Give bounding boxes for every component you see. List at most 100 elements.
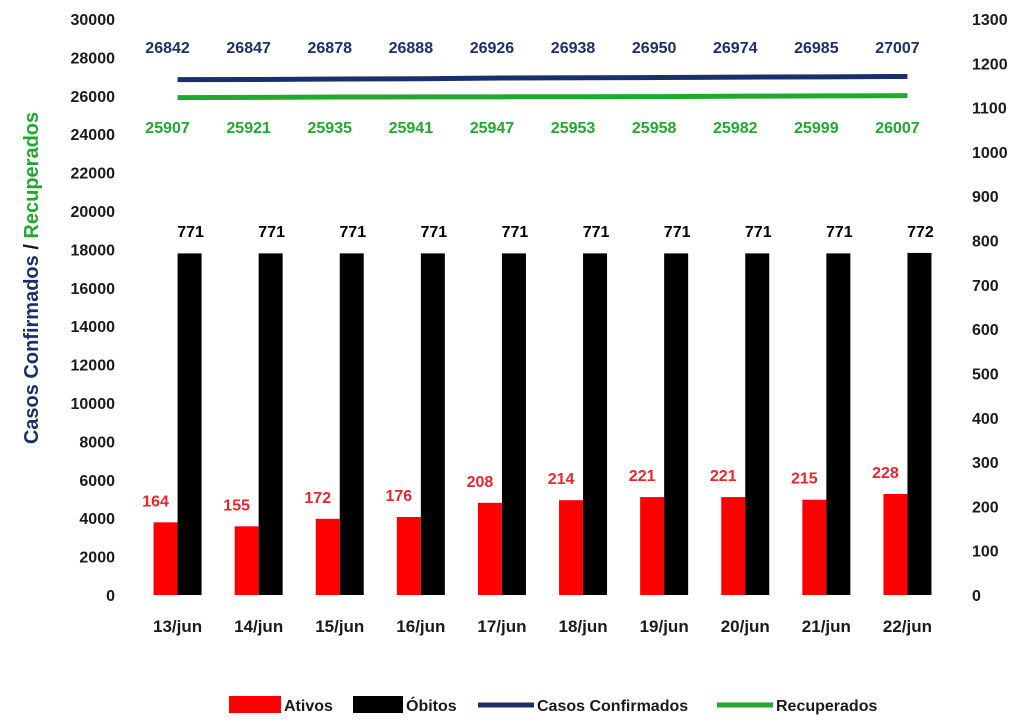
legend-swatch (353, 696, 403, 713)
data-labels: 164 155 172 176 208 214 221 221 215 228 771 771 771 7… (142, 40, 934, 514)
y2-tick-label: 900 (972, 189, 999, 206)
bar-ativos (234, 526, 259, 595)
y2-tick-label: 300 (972, 455, 999, 472)
x-tick-label: 13/jun (153, 617, 202, 636)
y2-tick-label: 700 (972, 278, 999, 295)
x-tick-label: 17/jun (477, 617, 526, 636)
y-tick-label: 4000 (79, 511, 115, 528)
bar-ativos (396, 517, 421, 595)
bar-ativos (559, 500, 584, 595)
data-label: 221 (710, 468, 737, 485)
data-label: 26950 (632, 40, 677, 57)
data-label: 25982 (713, 120, 758, 137)
x-tick-label: 18/jun (558, 617, 607, 636)
data-label: 26847 (226, 40, 271, 57)
lines (177, 73, 908, 101)
x-axis-ticks: 13/jun 14/jun 15/jun 16/jun 17/jun 18/jun 19/j… (153, 617, 932, 636)
data-label: 772 (907, 224, 934, 241)
data-label: 26878 (308, 40, 353, 57)
legend-label: Ativos (284, 698, 333, 715)
bar-ativos (477, 502, 502, 595)
data-label: 771 (583, 224, 610, 241)
data-label: 25935 (308, 120, 353, 137)
x-tick-label: 20/jun (721, 617, 770, 636)
data-label: 176 (385, 488, 412, 505)
data-label: 25947 (470, 120, 515, 137)
bar-óbitos (501, 253, 526, 595)
x-tick-label: 16/jun (396, 617, 445, 636)
bar-óbitos (258, 253, 283, 595)
data-label: 771 (745, 224, 772, 241)
bar-óbitos (420, 253, 445, 595)
data-label: 172 (304, 490, 331, 507)
y-axis-label-part: / (21, 239, 43, 256)
x-tick-label: 14/jun (234, 617, 283, 636)
data-label: 25958 (632, 120, 677, 137)
line-recuperados (177, 93, 908, 101)
bar-ativos (315, 518, 340, 595)
data-label: 155 (223, 497, 250, 514)
y2-tick-label: 1100 (972, 101, 1007, 118)
bar-óbitos (583, 253, 608, 595)
data-label: 215 (791, 471, 818, 488)
y2-tick-label: 1200 (972, 56, 1008, 73)
bar-ativos (883, 493, 908, 595)
legend-swatch (229, 696, 281, 713)
bars (153, 252, 932, 595)
x-tick-label: 15/jun (315, 617, 364, 636)
right-axis-ticks: 0 100 200 300 400 500 600 700 800 900 1000 1100 1200… (972, 12, 1008, 605)
y-tick-label: 10000 (71, 396, 116, 413)
data-label: 26926 (470, 40, 515, 57)
y2-tick-label: 500 (972, 366, 999, 383)
data-label: 25907 (145, 120, 190, 137)
y-axis-label: Casos Confirmados / Recuperados (21, 112, 43, 444)
y-tick-label: 0 (106, 588, 115, 605)
left-axis-ticks: 0 2000 4000 6000 8000 10000 12000 14000 16000 180… (71, 12, 116, 605)
y2-tick-label: 600 (972, 322, 999, 339)
legend-label: Óbitos (406, 696, 457, 715)
y-tick-label: 24000 (71, 127, 116, 144)
y-tick-label: 12000 (71, 358, 116, 375)
bar-óbitos (339, 253, 364, 595)
data-label: 228 (872, 465, 899, 482)
y-axis-label-part: Casos Confirmados (21, 255, 43, 444)
y-tick-label: 6000 (79, 473, 115, 490)
data-label: 25921 (226, 120, 271, 137)
data-label: 26985 (794, 40, 839, 57)
y2-tick-label: 400 (972, 411, 999, 428)
data-label: 771 (339, 224, 366, 241)
data-label: 26007 (875, 120, 920, 137)
y-axis-label-part: Recuperados (21, 112, 43, 239)
data-label: 771 (826, 224, 853, 241)
x-tick-label: 21/jun (802, 617, 851, 636)
y-tick-label: 2000 (79, 550, 115, 567)
y2-tick-label: 800 (972, 234, 999, 251)
data-label: 27007 (875, 40, 920, 57)
bar-óbitos (177, 253, 202, 595)
data-label: 164 (142, 493, 169, 510)
y-tick-label: 20000 (71, 204, 116, 221)
data-label: 771 (177, 224, 204, 241)
data-label: 25999 (794, 120, 839, 137)
bar-óbitos (826, 253, 851, 595)
data-label: 221 (629, 468, 656, 485)
data-label: 26974 (713, 40, 758, 57)
data-label: 25953 (551, 120, 596, 137)
data-label: 26938 (551, 40, 596, 57)
y-tick-label: 30000 (71, 12, 116, 29)
bar-óbitos (907, 252, 932, 595)
y-tick-label: 22000 (71, 166, 116, 183)
data-label: 26888 (389, 40, 434, 57)
y2-tick-label: 1300 (972, 12, 1008, 29)
legend-label: Casos Confirmados (537, 698, 688, 715)
data-label: 771 (258, 224, 285, 241)
bar-ativos (721, 497, 746, 595)
line-casos-confirmados (177, 73, 908, 83)
y-tick-label: 18000 (71, 242, 116, 259)
data-label: 214 (548, 471, 575, 488)
data-label: 771 (664, 224, 691, 241)
y2-tick-label: 0 (972, 588, 981, 605)
y-tick-label: 16000 (71, 281, 116, 298)
bar-ativos (640, 497, 665, 595)
